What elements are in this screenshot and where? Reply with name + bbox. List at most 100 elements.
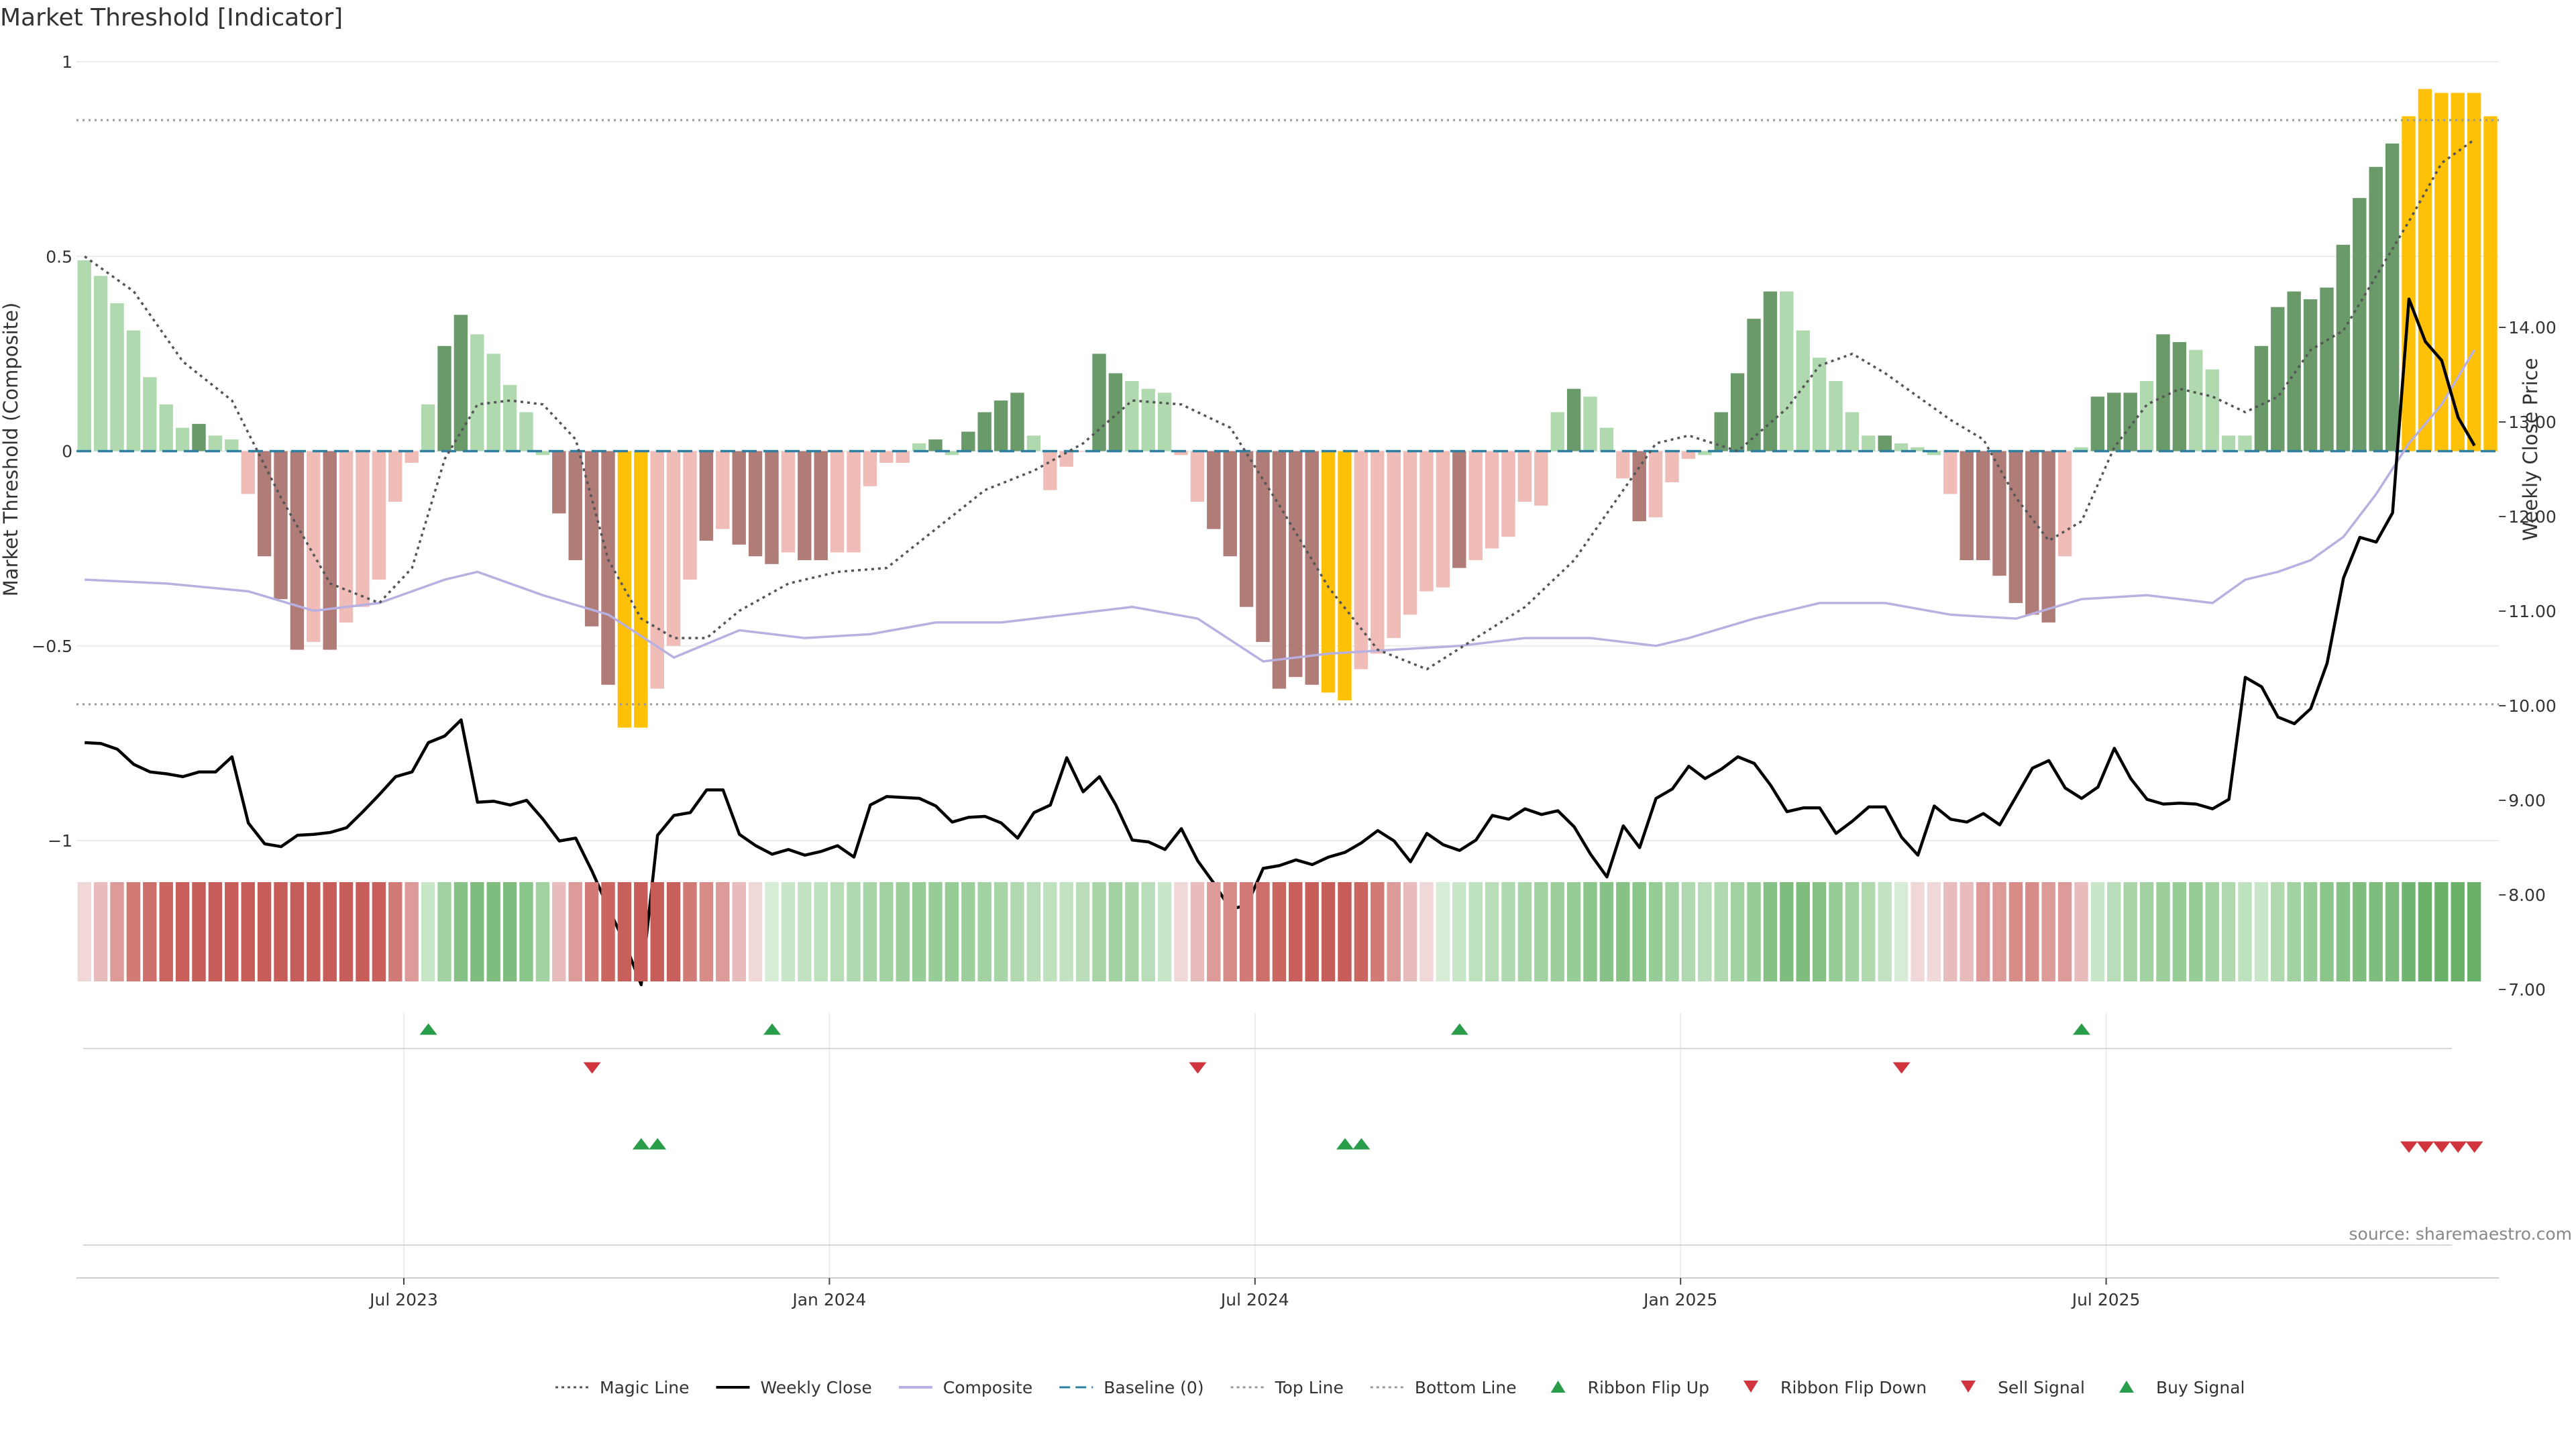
composite-bar-84 <box>1452 451 1466 568</box>
composite-bar-131 <box>2221 435 2236 451</box>
composite-bar-30 <box>568 451 582 561</box>
y-right-tick-label-1: 13.00 <box>2508 413 2557 432</box>
composite-bar-23 <box>453 315 468 451</box>
sell-signal-marker-1 <box>2416 1141 2434 1153</box>
y-right-tick-label-2: 12.00 <box>2508 507 2557 527</box>
composite-bar-69 <box>1207 451 1221 529</box>
ribbon-cell-58 <box>1026 882 1041 981</box>
ribbon-cell-124 <box>2107 882 2121 981</box>
composite-bar-10 <box>241 451 255 494</box>
legend-item-9: Buy Signal <box>2118 1378 2245 1397</box>
ribbon-cell-97 <box>1665 882 1679 981</box>
ribbon-cell-99 <box>1698 882 1712 981</box>
composite-bar-124 <box>2107 392 2121 451</box>
legend-item-0: Magic Line <box>555 1378 690 1397</box>
composite-bar-103 <box>1763 291 1778 451</box>
legend-label-2: Composite <box>943 1378 1032 1397</box>
composite-bar-92 <box>1583 396 1597 451</box>
sell-signal-marker-2 <box>2432 1141 2451 1153</box>
composite-bar-50 <box>896 451 910 463</box>
composite-bar-76 <box>1321 451 1336 693</box>
composite-bar-0 <box>77 260 91 451</box>
composite-bar-143 <box>2418 89 2432 451</box>
composite-bar-96 <box>1648 451 1663 518</box>
ribbon-cell-107 <box>1829 882 1843 981</box>
legend-marker-7 <box>1743 1381 1758 1393</box>
ribbon-cell-80 <box>1387 882 1401 981</box>
legend-item-7: Ribbon Flip Down <box>1743 1378 1927 1397</box>
composite-bar-100 <box>1714 412 1728 451</box>
ribbon-flip-up-marker-2 <box>1450 1023 1468 1035</box>
composite-bar-49 <box>879 451 894 463</box>
composite-bar-137 <box>2320 287 2334 451</box>
composite-bar-11 <box>257 451 272 557</box>
composite-bar-45 <box>814 451 828 561</box>
y-left-tick-label-3: −0.5 <box>32 637 72 656</box>
axes: 1 0.5 0 −0.5 −1 14.00 13.00 12.00 11.00 10.00 9.00… <box>32 52 2556 1309</box>
composite-bar-72 <box>1256 451 1270 642</box>
ribbon-cell-5 <box>159 882 173 981</box>
ribbon-flip-up-marker-1 <box>763 1023 781 1035</box>
ribbon-cell-14 <box>307 882 321 981</box>
composite-bar-80 <box>1387 451 1401 639</box>
ribbon-cell-66 <box>1157 882 1172 981</box>
composite-bar-32 <box>601 451 615 685</box>
composite-bar-44 <box>798 451 812 561</box>
ribbon-cell-51 <box>912 882 926 981</box>
composite-bar-26 <box>502 384 517 451</box>
composite-bar-43 <box>781 451 796 553</box>
ribbon-cell-43 <box>781 882 796 981</box>
ribbon-cell-59 <box>1043 882 1057 981</box>
composite-bars <box>77 89 2498 728</box>
composite-bar-55 <box>977 412 991 451</box>
composite-bar-47 <box>847 451 861 553</box>
ribbon-cell-41 <box>748 882 763 981</box>
y-left-tick-label-4: −1 <box>48 831 72 851</box>
composite-bar-12 <box>274 451 288 600</box>
composite-bar-98 <box>1681 451 1696 460</box>
ribbon-cell-121 <box>2057 882 2072 981</box>
ribbon-cell-61 <box>1075 882 1090 981</box>
sell-signal-marker-3 <box>2449 1141 2467 1153</box>
ribbon-cell-55 <box>977 882 991 981</box>
y-left-tick-label-0: 1 <box>62 52 72 72</box>
composite-bar-127 <box>2156 334 2170 451</box>
ribbon-cell-25 <box>486 882 500 981</box>
composite-bar-38 <box>699 451 714 541</box>
composite-bar-107 <box>1829 381 1843 451</box>
ribbon-cell-78 <box>1354 882 1368 981</box>
composite-bar-146 <box>2467 93 2481 451</box>
ribbon-flip-up-marker-0 <box>419 1023 437 1035</box>
ribbon-cell-39 <box>716 882 730 981</box>
ribbon-cell-102 <box>1747 882 1761 981</box>
ribbon-cell-34 <box>634 882 648 981</box>
composite-bar-117 <box>1992 451 2006 576</box>
composite-bar-119 <box>2025 451 2039 615</box>
ribbon-cell-101 <box>1730 882 1745 981</box>
x-tick-label-4: Jul 2025 <box>2071 1290 2141 1309</box>
ribbon-cell-32 <box>601 882 615 981</box>
composite-bar-79 <box>1371 451 1385 654</box>
ribbon-cell-122 <box>2074 882 2088 981</box>
composite-bar-88 <box>1517 451 1532 502</box>
composite-bar-77 <box>1338 451 1352 701</box>
ribbon-cell-20 <box>405 882 419 981</box>
ribbon-cell-13 <box>290 882 305 981</box>
ribbon-cell-94 <box>1616 882 1630 981</box>
composite-bar-104 <box>1780 291 1794 451</box>
ribbon-cell-53 <box>945 882 959 981</box>
composite-bar-81 <box>1403 451 1417 615</box>
composite-bar-101 <box>1730 373 1745 451</box>
legend-marker-9 <box>2118 1381 2134 1393</box>
composite-bar-141 <box>2385 143 2400 451</box>
ribbon-cell-91 <box>1566 882 1581 981</box>
composite-bar-35 <box>650 451 664 689</box>
buy-signal-marker-0 <box>632 1138 650 1150</box>
composite-bar-132 <box>2238 435 2252 451</box>
ribbon-cell-104 <box>1780 882 1794 981</box>
ribbon-cell-129 <box>2189 882 2203 981</box>
composite-bar-7 <box>192 423 206 451</box>
ribbon-cell-29 <box>552 882 566 981</box>
ribbon-cell-125 <box>2123 882 2137 981</box>
